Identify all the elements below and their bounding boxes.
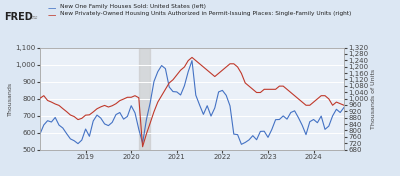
Bar [139,48,150,150]
Y-axis label: Thousands: Thousands [8,81,13,116]
Y-axis label: Thousands of Units: Thousands of Units [371,68,376,129]
Text: —: — [48,4,56,13]
Text: ≈: ≈ [30,12,37,21]
Text: —: — [48,11,56,20]
Text: FRED: FRED [4,12,33,22]
Text: New Privately-Owned Housing Units Authorized in Permit-Issuing Places: Single-Fa: New Privately-Owned Housing Units Author… [60,11,351,16]
Text: New One Family Houses Sold: United States (left): New One Family Houses Sold: United State… [60,4,206,9]
